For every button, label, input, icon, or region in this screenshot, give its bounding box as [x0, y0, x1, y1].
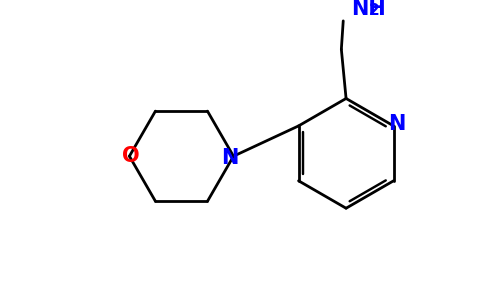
Text: O: O	[122, 146, 140, 166]
Text: 2: 2	[369, 3, 379, 18]
Text: N: N	[388, 114, 405, 134]
Text: NH: NH	[351, 0, 386, 19]
Text: N: N	[221, 148, 239, 168]
